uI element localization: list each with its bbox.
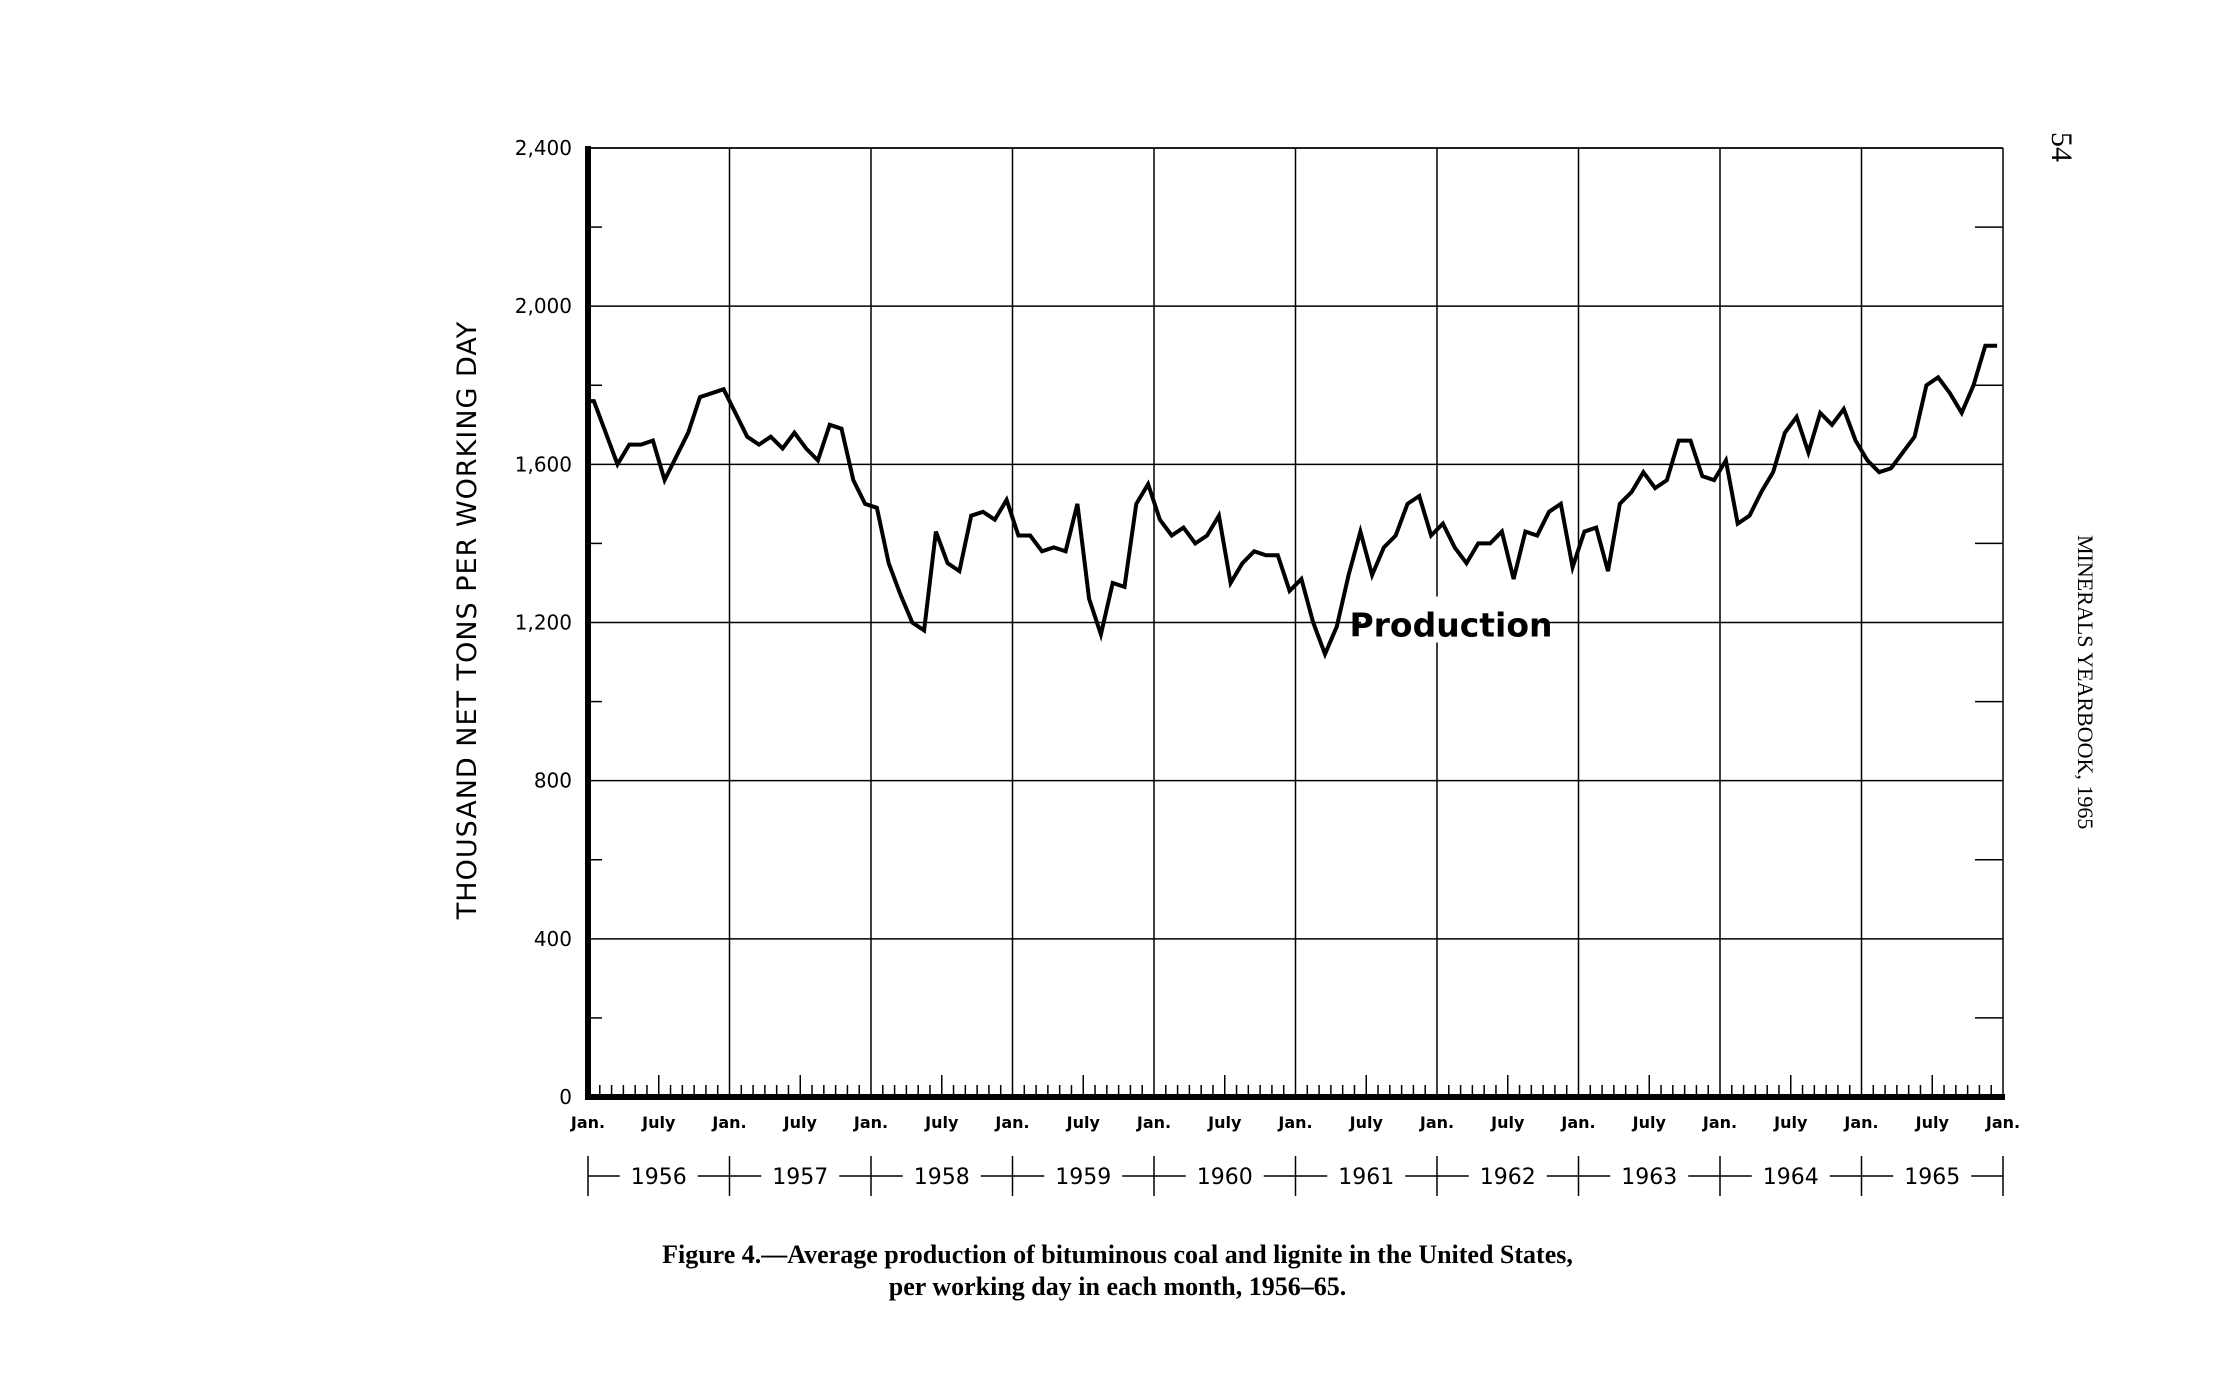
x-year-label: 1959 (1055, 1165, 1111, 1190)
year-label-bg (902, 1162, 981, 1190)
series-label-bg (1361, 596, 1541, 643)
year-label-bg (1044, 1162, 1123, 1190)
series-label: Production (1349, 606, 1552, 645)
x-month-label: Jan. (1136, 1113, 1171, 1132)
x-month-label: July (1066, 1113, 1101, 1132)
y-tick-labels: 0 400 800 1,200 1,600 2,000 2,400 (515, 136, 572, 1109)
x-year-label: 1957 (772, 1165, 828, 1190)
x-month-label: July (1915, 1113, 1950, 1132)
production-series-line (588, 343, 1998, 660)
x-year-label: 1963 (1621, 1165, 1677, 1190)
y-tick-label: 400 (534, 927, 572, 951)
year-label-bg (1185, 1162, 1264, 1190)
x-month-label: Jan. (711, 1113, 746, 1132)
x-month-label: July (641, 1113, 676, 1132)
x-year-bands: 1956 1957 1958 1959 1960 1961 1962 1963 1964 1965 (587, 1156, 2004, 1196)
y-tick-label: 800 (534, 769, 572, 793)
year-label-bg (619, 1162, 698, 1190)
grid-lines (588, 147, 2003, 1097)
x-tick-marks (599, 1075, 1992, 1097)
year-label-bg (1893, 1162, 1972, 1190)
x-month-label: July (1349, 1113, 1384, 1132)
x-month-labels: Jan. July Jan. July Jan. July Jan. July Jan. July… (570, 1113, 2020, 1132)
y-tick-label: 2,400 (515, 136, 572, 160)
x-month-label: July (1490, 1113, 1525, 1132)
x-year-label: 1956 (631, 1165, 687, 1190)
x-year-label: 1960 (1197, 1165, 1253, 1190)
year-label-bg (1327, 1162, 1406, 1190)
x-month-label: Jan. (570, 1113, 605, 1132)
x-year-label: 1965 (1904, 1165, 1960, 1190)
year-label-bg (1610, 1162, 1689, 1190)
x-month-label: Jan. (1843, 1113, 1878, 1132)
x-month-label: Jan. (1702, 1113, 1737, 1132)
series-layer: Production (588, 343, 1998, 660)
x-month-label: July (1773, 1113, 1808, 1132)
x-month-label: Jan. (1277, 1113, 1312, 1132)
axes (585, 146, 2005, 1100)
x-month-label: Jan. (1985, 1113, 2020, 1132)
y-tick-label: 2,000 (515, 294, 572, 318)
x-month-label: July (783, 1113, 818, 1132)
figure-caption-line1: Figure 4.—Average production of bitumino… (662, 1240, 1573, 1269)
x-month-label: Jan. (853, 1113, 888, 1132)
x-month-label: Jan. (1560, 1113, 1595, 1132)
x-year-label: 1961 (1338, 1165, 1394, 1190)
year-label-bg (761, 1162, 840, 1190)
publication-running-head: MINERALS YEARBOOK, 1965 (2073, 535, 2098, 830)
y-axis-label: THOUSAND NET TONS PER WORKING DAY (452, 321, 483, 920)
year-label-bg (1751, 1162, 1830, 1190)
x-year-label: 1962 (1480, 1165, 1536, 1190)
x-year-label: 1964 (1763, 1165, 1819, 1190)
year-label-bg (1468, 1162, 1547, 1190)
x-month-label: July (1207, 1113, 1242, 1132)
x-month-label: July (924, 1113, 959, 1132)
figure-caption-line2: per working day in each month, 1956–65. (888, 1272, 1347, 1301)
y-tick-label: 0 (559, 1085, 572, 1109)
page-number: 54 (2045, 132, 2078, 162)
x-month-label: July (1632, 1113, 1667, 1132)
x-month-label: Jan. (994, 1113, 1029, 1132)
x-year-label: 1958 (914, 1165, 970, 1190)
y-tick-label: 1,600 (515, 452, 572, 476)
x-month-label: Jan. (1419, 1113, 1454, 1132)
y-tick-label: 1,200 (515, 611, 572, 635)
